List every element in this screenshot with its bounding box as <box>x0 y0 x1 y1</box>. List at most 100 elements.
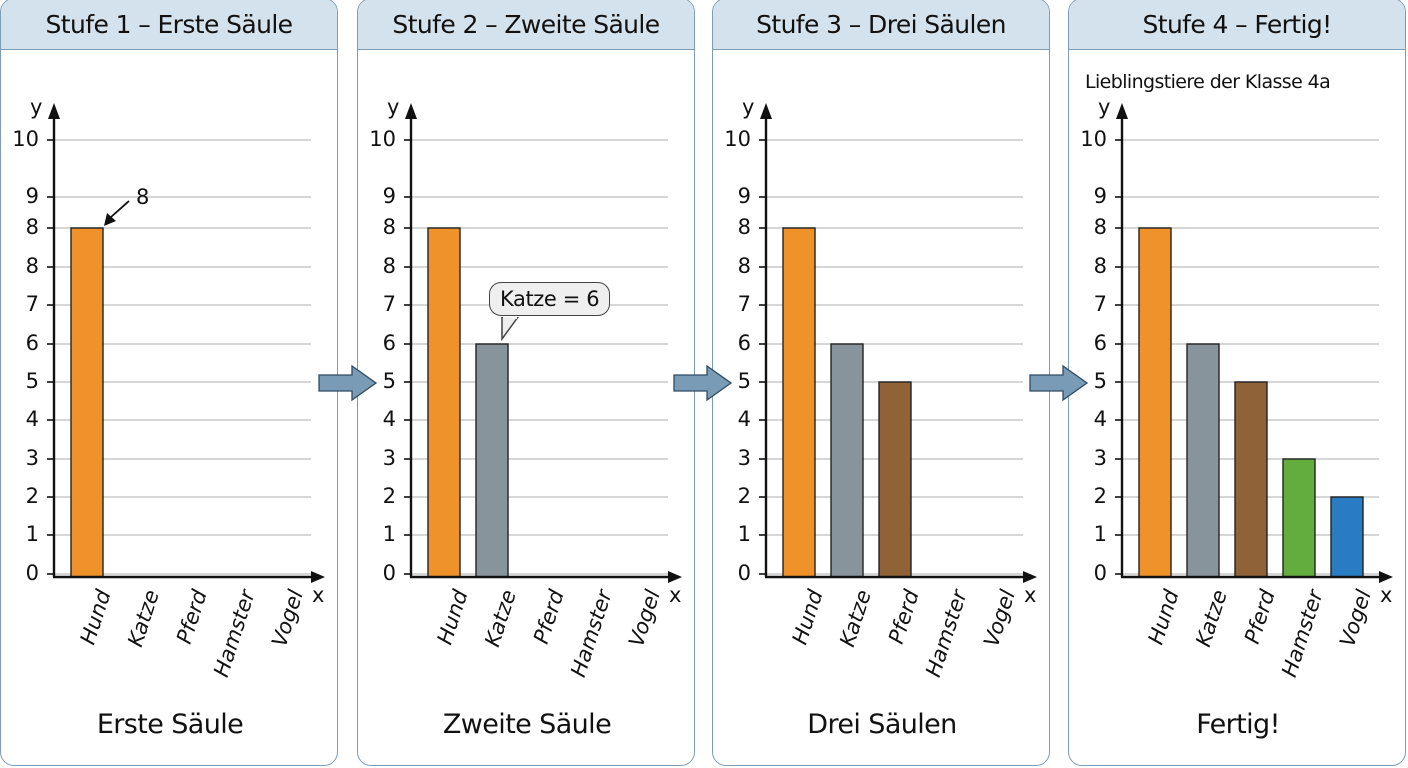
y-tick-label: 3 <box>737 446 751 470</box>
bar-chart: 10 9 8 8 7 6 5 4 3 2 1 0 y x Hund Katze Pferd Hamster Voge… <box>1 0 337 765</box>
bar-hund <box>1138 227 1172 578</box>
y-tick-label: 9 <box>1093 184 1107 208</box>
y-tick-label: 8 <box>382 254 396 278</box>
y-tick-label: 6 <box>25 331 39 355</box>
y-tick-label: 5 <box>737 369 751 393</box>
y-tick-label: 1 <box>1093 522 1107 546</box>
y-tick-label: 8 <box>382 215 396 239</box>
x-axis-arrowhead-icon <box>1023 571 1037 583</box>
stage-caption: Zweite Säule <box>442 709 612 740</box>
y-tick-label: 2 <box>25 484 39 508</box>
y-tick-label: 8 <box>737 215 751 239</box>
chart-title: Lieblingstiere der Klasse 4a <box>1085 71 1331 93</box>
y-tick-label: 7 <box>1093 292 1107 316</box>
y-tick-label: 6 <box>1093 331 1107 355</box>
y-tick-label: 3 <box>25 446 39 470</box>
bar-hund <box>70 227 104 578</box>
y-tick-label: 3 <box>382 446 396 470</box>
stage-panel-1: Stufe 1 – Erste Säule 10 9 8 8 7 6 5 4 3 2 1 0 y x Hun… <box>0 0 338 766</box>
y-tick-label: 6 <box>737 331 751 355</box>
callout-tail-icon <box>501 317 519 341</box>
y-tick-label: 8 <box>1093 215 1107 239</box>
bar-chart: 10 9 8 8 7 6 5 4 3 2 1 0 y x Hund Katze Pferd Hamster Voge… <box>1069 0 1405 765</box>
chart-canvas <box>1115 103 1393 583</box>
y-axis-arrowhead-icon <box>405 103 417 119</box>
bar-chart: 10 9 8 8 7 6 5 4 3 2 1 0 y x Hund Katze Pferd Hamster Voge… <box>358 0 694 765</box>
stage-header: Stufe 3 – Drei Säulen <box>713 0 1049 50</box>
y-axis-arrowhead-icon <box>48 103 60 119</box>
y-tick-label: 5 <box>25 369 39 393</box>
y-axis-label: y <box>1098 95 1111 119</box>
annotation-arrow <box>110 200 130 218</box>
y-tick-label: 4 <box>1093 407 1107 431</box>
x-axis-arrowhead-icon <box>668 571 682 583</box>
stage-title: Stufe 4 – Fertig! <box>1142 9 1332 39</box>
y-tick-label: 7 <box>25 292 39 316</box>
bar-hamster <box>1282 458 1316 578</box>
stage-panel-4: Stufe 4 – Fertig! 10 9 8 8 7 6 5 4 3 2 1 0 y x Hund Kat… <box>1068 0 1406 766</box>
y-tick-label: 3 <box>1093 446 1107 470</box>
y-tick-label: 8 <box>25 215 39 239</box>
y-tick-label: 5 <box>1093 369 1107 393</box>
bar-pferd <box>1234 381 1268 578</box>
chart-canvas <box>404 103 682 583</box>
y-tick-label: 4 <box>737 407 751 431</box>
stage-title: Stufe 1 – Erste Säule <box>45 9 294 39</box>
y-axis-arrowhead-icon <box>760 103 772 119</box>
x-axis-label: x <box>669 583 682 607</box>
next-stage-arrow-icon <box>673 364 733 402</box>
y-tick-label: 5 <box>382 369 396 393</box>
annotation-arrowhead-icon <box>104 213 116 226</box>
bar-chart: 10 9 8 8 7 6 5 4 3 2 1 0 y x Hund Katze Pferd Hamster Voge… <box>713 0 1049 765</box>
bar-katze <box>1186 343 1220 578</box>
y-axis-label: y <box>30 95 43 119</box>
stage-header: Stufe 2 – Zweite Säule <box>358 0 694 50</box>
next-stage-arrow-icon <box>318 364 378 402</box>
y-tick-label: 8 <box>25 254 39 278</box>
y-tick-label: 9 <box>25 184 39 208</box>
bar-pferd <box>878 381 912 578</box>
y-tick-label: 8 <box>1093 254 1107 278</box>
y-tick-label: 1 <box>737 522 751 546</box>
y-tick-label: 10 <box>1080 127 1107 151</box>
y-tick-label: 7 <box>382 292 396 316</box>
stage-caption: Drei Säulen <box>807 709 957 740</box>
y-tick-label: 9 <box>382 184 396 208</box>
chart-canvas <box>759 103 1037 583</box>
bar-hund <box>427 227 461 578</box>
y-tick-label: 10 <box>724 127 751 151</box>
y-tick-label: 10 <box>12 127 39 151</box>
y-tick-label: 9 <box>737 184 751 208</box>
stage-panel-3: Stufe 3 – Drei Säulen 10 9 8 8 7 6 5 4 3 2 1 0 y x Hun… <box>712 0 1050 766</box>
value-annotation: 8 <box>136 185 150 209</box>
x-axis-label: x <box>1380 583 1393 607</box>
x-axis-arrowhead-icon <box>311 571 325 583</box>
bar-hund <box>782 227 816 578</box>
stage-panel-2: Stufe 2 – Zweite Säule 10 9 8 8 7 6 5 4 3 2 1 0 y x Hu… <box>357 0 695 766</box>
stage-header: Stufe 1 – Erste Säule <box>1 0 337 50</box>
y-tick-label: 10 <box>369 127 396 151</box>
y-tick-label: 6 <box>382 331 396 355</box>
value-callout: Katze = 6 <box>489 282 611 316</box>
y-tick-label: 4 <box>25 407 39 431</box>
stage-header: Stufe 4 – Fertig! <box>1069 0 1405 50</box>
y-tick-label: 7 <box>737 292 751 316</box>
y-tick-label: 2 <box>382 484 396 508</box>
bar-katze <box>475 343 509 578</box>
chart-canvas <box>47 103 325 583</box>
stage-title: Stufe 3 – Drei Säulen <box>756 9 1006 39</box>
y-axis-label: y <box>742 95 755 119</box>
stage-title: Stufe 2 – Zweite Säule <box>392 9 660 39</box>
x-axis-label: x <box>312 583 325 607</box>
y-tick-label: 2 <box>1093 484 1107 508</box>
y-tick-label: 8 <box>737 254 751 278</box>
stage-caption: Erste Säule <box>96 709 244 740</box>
y-tick-label: 0 <box>737 561 751 585</box>
y-tick-label: 2 <box>737 484 751 508</box>
stage-caption: Fertig! <box>1196 709 1280 740</box>
y-tick-label: 1 <box>25 522 39 546</box>
y-axis-label: y <box>387 95 400 119</box>
bar-katze <box>830 343 864 578</box>
y-tick-label: 0 <box>382 561 396 585</box>
next-stage-arrow-icon <box>1029 364 1089 402</box>
